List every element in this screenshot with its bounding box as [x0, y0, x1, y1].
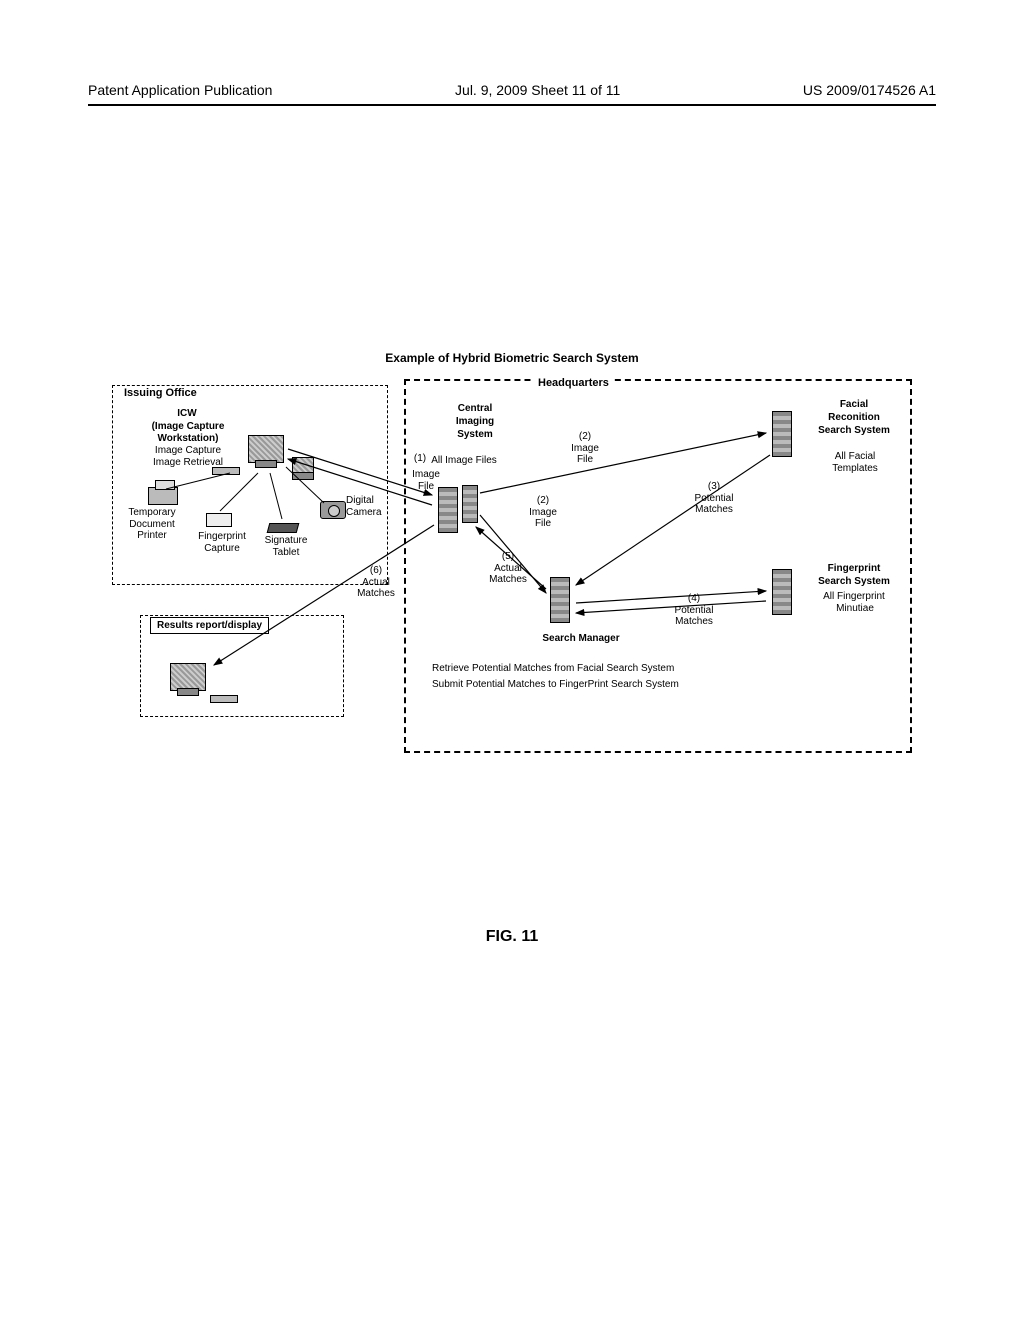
icw-keyboard-icon	[212, 467, 240, 475]
icw-monitor-icon	[248, 435, 284, 463]
frs-line4: All Facial	[810, 451, 900, 463]
fss-line3: All Fingerprint	[804, 591, 904, 603]
camera-icon	[320, 501, 346, 519]
fss-line2: Search System	[798, 576, 910, 588]
frs-line2: Reconition	[804, 412, 904, 424]
flow-2b: (2) Image File	[518, 495, 568, 530]
figure-label: FIG. 11	[486, 928, 538, 946]
cis-line1: Central	[430, 403, 520, 415]
icw-line4: Image Capture	[134, 445, 242, 457]
header-left: Patent Application Publication	[88, 82, 272, 98]
cis-line2: Imaging	[430, 416, 520, 428]
issuing-office-title: Issuing Office	[120, 387, 201, 399]
sm-title: Search Manager	[516, 633, 646, 645]
header-mid: Jul. 9, 2009 Sheet 11 of 11	[455, 82, 620, 98]
results-monitor-icon	[170, 663, 206, 691]
fp-capture-label: Fingerprint Capture	[192, 531, 252, 554]
frs-line5: Templates	[810, 463, 900, 475]
flow-1: (1)	[410, 453, 430, 465]
flow-4: (4) Potential Matches	[664, 593, 724, 628]
sm-line1: Retrieve Potential Matches from Facial S…	[432, 663, 852, 675]
frs-server-icon	[772, 411, 792, 457]
icw-line1: ICW	[142, 408, 232, 420]
temp-doc-printer-label: Temporary Document Printer	[116, 507, 188, 542]
frs-line3: Search System	[798, 425, 910, 437]
sm-server-icon	[550, 577, 570, 623]
results-title: Results report/display	[150, 617, 269, 634]
sm-line2: Submit Potential Matches to FingerPrint …	[432, 679, 852, 691]
flow-5: (5) Actual Matches	[480, 551, 536, 586]
fss-line1: Fingerprint	[804, 563, 904, 575]
flow-3: (3) Potential Matches	[684, 481, 744, 516]
page-header: Patent Application Publication Jul. 9, 2…	[88, 82, 936, 106]
sig-tablet-label: Signature Tablet	[256, 535, 316, 558]
icw-line2: (Image Capture	[134, 421, 242, 433]
cis-server-icon	[438, 487, 458, 533]
fss-line4: Minutiae	[810, 603, 900, 615]
flow-6: (6) Actual Matches	[348, 565, 404, 600]
printer-icon	[148, 487, 178, 505]
frs-line1: Facial	[804, 399, 904, 411]
diagram-canvas: Example of Hybrid Biometric Search Syste…	[110, 355, 914, 775]
fingerprint-reader-icon	[206, 513, 232, 527]
icw-monitor2-icon	[292, 457, 314, 475]
results-keyboard-icon	[210, 695, 238, 703]
cis-line3: System	[430, 429, 520, 441]
flow-2a: (2) Image File	[560, 431, 610, 466]
signature-tablet-icon	[267, 523, 300, 533]
fss-server-icon	[772, 569, 792, 615]
hq-title: Headquarters	[534, 377, 613, 389]
icw-line3: Workstation)	[134, 433, 242, 445]
cis-server2-icon	[462, 485, 478, 523]
header-right: US 2009/0174526 A1	[803, 82, 936, 98]
diagram-title: Example of Hybrid Biometric Search Syste…	[385, 351, 638, 365]
flow-1b: Image File	[404, 469, 448, 492]
cis-line4: All Image Files	[420, 455, 508, 467]
camera-label: Digital Camera	[346, 495, 388, 518]
